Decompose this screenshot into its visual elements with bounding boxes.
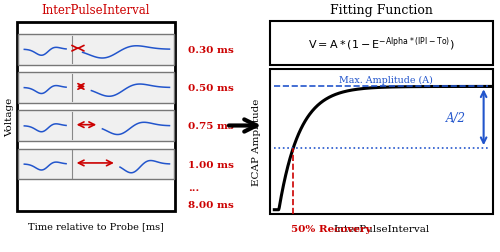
- Text: Voltage: Voltage: [6, 97, 15, 136]
- Text: Time relative to Probe [ms]: Time relative to Probe [ms]: [28, 222, 164, 231]
- Bar: [18, 149, 174, 180]
- Text: 0.30 ms: 0.30 ms: [188, 46, 234, 54]
- Text: InterPulseInterval: InterPulseInterval: [42, 4, 150, 17]
- Bar: [18, 111, 174, 142]
- Text: 0.75 ms: 0.75 ms: [188, 122, 234, 131]
- Bar: [270, 70, 492, 214]
- Text: Max. Amplitude (A): Max. Amplitude (A): [339, 75, 432, 85]
- Text: ECAP Amplitude: ECAP Amplitude: [252, 99, 260, 186]
- Text: 0.50 ms: 0.50 ms: [188, 84, 234, 93]
- Bar: [16, 22, 175, 211]
- Bar: [270, 21, 492, 66]
- Text: A/2: A/2: [446, 111, 466, 124]
- Text: 8.00 ms: 8.00 ms: [188, 200, 234, 209]
- Text: 1.00 ms: 1.00 ms: [188, 160, 234, 169]
- Text: 50% Recovery: 50% Recovery: [291, 224, 372, 233]
- Text: $\mathregular{V= A*(1-E}^{\mathregular{-Alpha*(IPI-To)}}\mathregular{)}$: $\mathregular{V= A*(1-E}^{\mathregular{-…: [308, 35, 454, 52]
- Text: ...: ...: [188, 183, 200, 192]
- Bar: [18, 35, 174, 65]
- Text: InterPulseInterval: InterPulseInterval: [333, 224, 430, 233]
- Text: Fitting Function: Fitting Function: [330, 4, 432, 17]
- Bar: [18, 73, 174, 104]
